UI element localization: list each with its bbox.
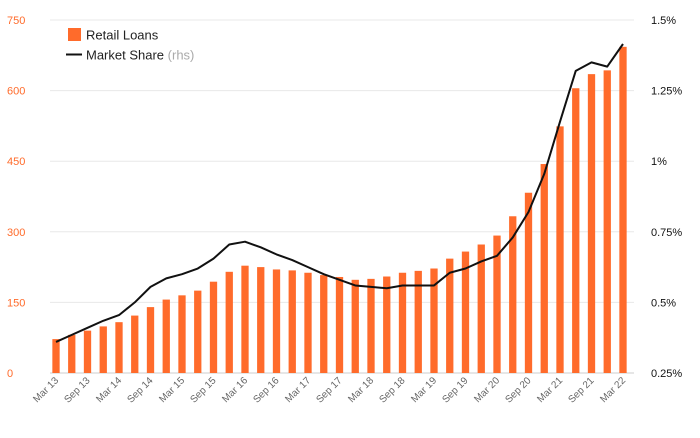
retail-loans-bar xyxy=(115,322,123,373)
retail-loans-bar xyxy=(524,192,533,373)
retail-loans-bar xyxy=(540,164,548,373)
retail-loans-bar xyxy=(383,276,391,373)
retail-loans-bar xyxy=(414,270,422,373)
legend: Retail Loans Market Share (rhs) xyxy=(66,28,194,63)
retail-loans-bar xyxy=(209,281,218,373)
x-axis-tick-label: Mar 22 xyxy=(598,375,628,405)
x-axis-tick-label: Mar 19 xyxy=(409,375,439,405)
retail-loans-bar xyxy=(398,272,407,373)
x-axis: Mar 13 Sep 13 Mar 14 Sep 14 Mar 15 Sep 15 Mar … xyxy=(31,375,628,406)
x-axis-tick-label: Sep 13 xyxy=(62,375,92,405)
x-axis-tick-label: Sep 17 xyxy=(314,375,344,405)
right-axis-tick-label: 0.5% xyxy=(651,297,676,309)
retail-loans-bar xyxy=(68,334,76,373)
x-axis-tick-label: Sep 20 xyxy=(503,375,533,405)
right-axis-tick-label: 1% xyxy=(651,156,667,168)
retail-loans-bar xyxy=(461,251,470,373)
x-axis-tick-label: Sep 14 xyxy=(125,375,155,405)
retail-loans-bar xyxy=(335,276,344,373)
left-axis-tick-label: 300 xyxy=(7,227,25,239)
left-axis-tick-label: 600 xyxy=(7,86,25,98)
retail-loans-bar xyxy=(257,267,265,373)
x-axis-tick-label: Mar 15 xyxy=(157,375,187,405)
legend-label-market-share: Market Share (rhs) xyxy=(86,48,194,63)
retail-loans-bar xyxy=(304,272,312,373)
legend-swatch-retail-loans xyxy=(68,28,81,41)
x-axis-tick-label: Sep 15 xyxy=(188,375,218,405)
retail-loans-bar xyxy=(178,295,186,373)
right-axis-tick-label: 0.75% xyxy=(651,227,682,239)
x-axis-tick-label: Sep 21 xyxy=(566,375,596,405)
right-axis-tick-label: 0.25% xyxy=(651,368,682,380)
x-axis-tick-label: Mar 20 xyxy=(472,375,502,405)
x-axis-tick-label: Mar 17 xyxy=(283,375,313,405)
retail-loans-bar xyxy=(241,265,249,373)
left-axis: 0 150 300 450 600 750 xyxy=(7,15,25,380)
right-axis-tick-label: 1.5% xyxy=(651,15,676,27)
x-axis-tick-label: Sep 19 xyxy=(440,375,470,405)
right-axis-tick-label: 1.25% xyxy=(651,86,682,98)
retail-loans-bar xyxy=(99,326,107,373)
retail-loans-bar xyxy=(52,339,60,373)
x-axis-tick-label: Mar 18 xyxy=(346,375,376,405)
retail-loans-bar xyxy=(272,269,281,373)
x-axis-tick-label: Mar 21 xyxy=(535,375,565,405)
left-axis-tick-label: 150 xyxy=(7,297,25,309)
retail-loans-bar xyxy=(162,299,170,373)
legend-label-retail-loans: Retail Loans xyxy=(86,28,159,43)
retail-loans-bar xyxy=(493,235,501,373)
left-axis-tick-label: 750 xyxy=(7,15,25,27)
retail-loans-bar xyxy=(320,275,328,373)
retail-loans-bar xyxy=(603,70,611,374)
retail-loans-bar xyxy=(446,258,454,373)
legend-rhs-note: (rhs) xyxy=(164,48,194,63)
left-axis-tick-label: 450 xyxy=(7,156,25,168)
retail-loans-bar xyxy=(587,74,596,374)
x-axis-tick-label: Mar 13 xyxy=(31,375,61,405)
retail-loans-bar xyxy=(351,279,359,373)
x-axis-tick-label: Mar 14 xyxy=(94,375,124,405)
retail-loans-bar xyxy=(619,46,627,373)
x-axis-tick-label: Mar 16 xyxy=(220,375,250,405)
left-axis-tick-label: 0 xyxy=(7,368,13,380)
retail-loans-bar xyxy=(477,244,485,373)
retail-loans-bar xyxy=(146,307,155,373)
right-axis: 0.25% 0.5% 0.75% 1% 1.25% 1.5% xyxy=(651,15,682,380)
legend-market-share-name: Market Share xyxy=(86,48,164,63)
retail-loans-bar xyxy=(367,278,375,373)
retail-loans-bar xyxy=(131,315,139,373)
retail-loans-bars xyxy=(52,46,627,374)
retail-loans-bar xyxy=(225,271,233,373)
x-axis-tick-label: Sep 16 xyxy=(251,375,281,405)
retail-loans-bar xyxy=(288,270,296,373)
retail-loans-bar xyxy=(430,268,438,373)
x-axis-tick-label: Sep 18 xyxy=(377,375,407,405)
market-share-line xyxy=(55,43,624,343)
market-share-line-group xyxy=(55,43,624,343)
retail-loans-bar xyxy=(194,290,202,373)
retail-loans-bar xyxy=(83,330,92,373)
retail-loans-bar xyxy=(556,126,564,373)
retail-loans-bar xyxy=(572,88,580,373)
retail-loans-bar xyxy=(509,216,517,373)
